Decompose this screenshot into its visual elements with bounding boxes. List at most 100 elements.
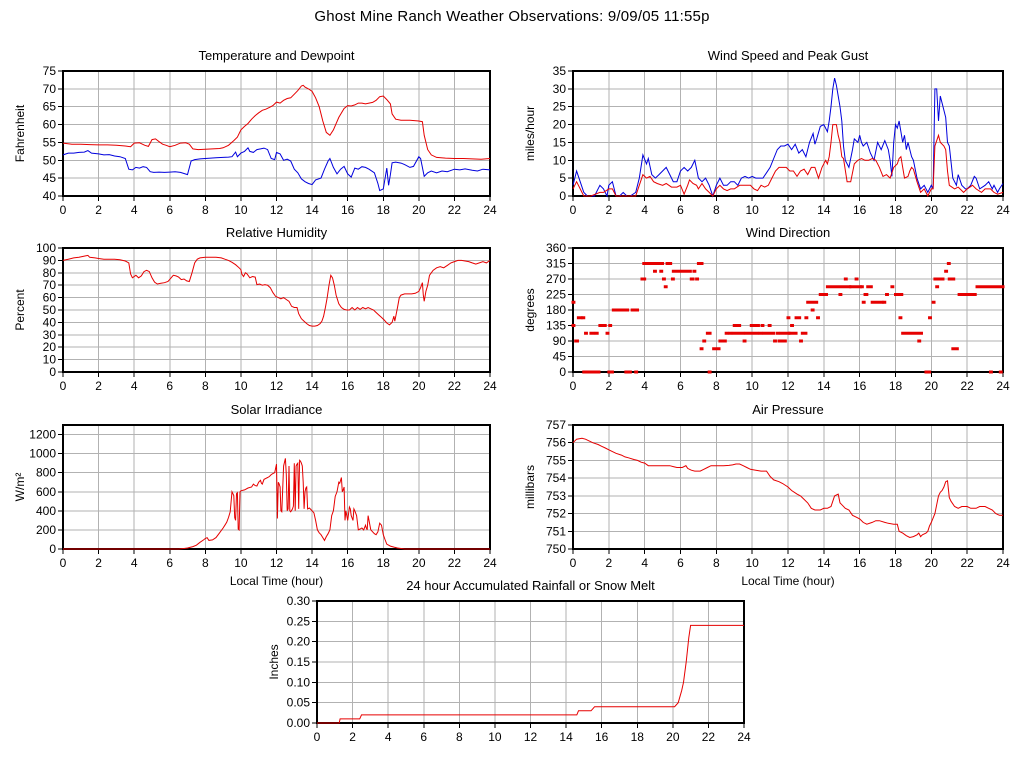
wind-direction-title: Wind Direction xyxy=(746,225,831,240)
humidity-line xyxy=(62,254,491,327)
plot-border xyxy=(62,247,491,373)
air-pressure-title: Air Pressure xyxy=(752,402,824,417)
wind-direction-point xyxy=(634,370,639,374)
y-tick-label: 600 xyxy=(36,485,56,499)
wind-direction-point xyxy=(931,300,936,304)
page-title: Ghost Mine Ranch Weather Observations: 9… xyxy=(314,8,710,25)
wind-direction-point xyxy=(665,262,673,265)
y-tick-label: 1000 xyxy=(29,447,56,461)
y-tick-label: 225 xyxy=(546,288,566,302)
wind-direction-point xyxy=(988,370,993,374)
x-tick-label: 16 xyxy=(595,730,609,744)
wind-direction-point xyxy=(663,285,668,289)
x-tick-label: 4 xyxy=(131,379,138,393)
x-tick-label: 24 xyxy=(483,556,497,570)
rainfall-ylabel: Inches xyxy=(267,644,281,679)
wind-direction-point xyxy=(589,331,596,335)
x-tick-label: 8 xyxy=(456,730,463,744)
y-tick-label: 0.15 xyxy=(287,655,311,669)
x-tick-label: 0 xyxy=(570,203,577,217)
wind-direction-point xyxy=(705,331,712,335)
relative-humidity-ylabel: Percent xyxy=(13,289,27,331)
x-tick-label: 22 xyxy=(448,556,462,570)
y-tick-label: 60 xyxy=(43,118,57,132)
wind-direction-point xyxy=(576,316,583,320)
wind-direction-point xyxy=(602,324,607,327)
wind-direction-point xyxy=(788,331,798,335)
x-tick-label: 4 xyxy=(641,203,648,217)
x-tick-label: 10 xyxy=(745,379,759,393)
wind-direction-point xyxy=(598,324,604,327)
y-tick-label: 0 xyxy=(49,365,56,379)
rainfall-line xyxy=(317,624,744,724)
wind-direction-point xyxy=(901,331,923,335)
wind-direction-point xyxy=(649,262,665,265)
y-tick-label: 751 xyxy=(546,524,566,538)
y-tick-label: 1200 xyxy=(29,428,56,442)
y-tick-label: 180 xyxy=(546,303,566,317)
x-tick-label: 0 xyxy=(60,379,67,393)
x-tick-label: 6 xyxy=(420,730,427,744)
x-tick-label: 24 xyxy=(483,379,497,393)
y-tick-label: 65 xyxy=(43,100,57,114)
chart-relative-humidity: 0 2 4 6 8 10 12 14 16 18 20 22 240102030405060708090… xyxy=(13,225,497,393)
wind-direction-point xyxy=(702,339,707,343)
wind-direction-point xyxy=(728,331,733,335)
x-tick-label: 22 xyxy=(960,556,974,570)
y-tick-label: 55 xyxy=(43,135,57,149)
wind-direction-point xyxy=(692,269,697,273)
chart-air-pressure: 0 2 4 6 8 10 12 14 16 18 20 22 247507517527537547557… xyxy=(523,402,1010,588)
y-tick-label: 25 xyxy=(553,100,567,114)
x-tick-label: 22 xyxy=(702,730,716,744)
y-tick-label: 0.25 xyxy=(287,614,311,628)
x-tick-label: 14 xyxy=(305,203,319,217)
x-tick-label: 6 xyxy=(677,379,684,393)
x-tick-label: 18 xyxy=(889,556,903,570)
wind-direction-point xyxy=(653,269,657,273)
wind-direction-point xyxy=(794,316,802,320)
wind-direction-point xyxy=(724,331,729,335)
y-tick-label: 755 xyxy=(546,453,566,467)
wind-direction-point xyxy=(624,370,632,374)
x-tick-label: 24 xyxy=(483,203,497,217)
y-tick-label: 100 xyxy=(36,241,56,255)
wind-direction-point xyxy=(863,293,869,296)
wind-direction-point xyxy=(810,308,815,312)
wind-direction-point xyxy=(947,277,956,281)
x-tick-label: 22 xyxy=(960,203,974,217)
x-tick-label: 12 xyxy=(781,556,795,570)
x-tick-label: 8 xyxy=(202,556,209,570)
y-tick-label: 752 xyxy=(546,507,566,521)
x-tick-label: 0 xyxy=(60,556,67,570)
wind-direction-point xyxy=(975,285,1005,289)
wind-direction-point xyxy=(594,331,599,335)
x-tick-label: 0 xyxy=(60,203,67,217)
chart-temperature-dewpoint: 0 2 4 6 8 10 12 14 16 18 20 22 244045505560657075Tem… xyxy=(13,48,497,217)
y-tick-label: 90 xyxy=(553,334,567,348)
x-tick-label: 0 xyxy=(570,379,577,393)
x-tick-label: 12 xyxy=(270,379,284,393)
wind-direction-point xyxy=(574,339,579,343)
wind-direction-point xyxy=(870,300,884,304)
x-tick-label: 18 xyxy=(377,379,391,393)
y-tick-label: 30 xyxy=(43,328,57,342)
temperature-dewpoint-ylabel: Fahrenheit xyxy=(13,104,27,162)
x-tick-label: 20 xyxy=(925,203,939,217)
x-tick-label: 10 xyxy=(745,203,759,217)
x-tick-label: 10 xyxy=(234,203,248,217)
x-tick-label: 2 xyxy=(605,379,612,393)
wind-direction-point xyxy=(618,308,623,312)
temperature-line xyxy=(62,84,491,160)
x-tick-label: 6 xyxy=(677,203,684,217)
x-tick-label: 2 xyxy=(605,203,612,217)
wind-speed-gust-title: Wind Speed and Peak Gust xyxy=(708,48,869,63)
wind-direction-point xyxy=(718,339,727,343)
wind-direction-point xyxy=(816,316,820,320)
x-tick-label: 24 xyxy=(996,556,1010,570)
y-tick-label: 0.30 xyxy=(287,594,311,608)
x-tick-label: 8 xyxy=(713,379,720,393)
wind-direction-point xyxy=(742,339,747,343)
wind-direction-point xyxy=(775,331,780,335)
wind-direction-point xyxy=(659,269,664,273)
